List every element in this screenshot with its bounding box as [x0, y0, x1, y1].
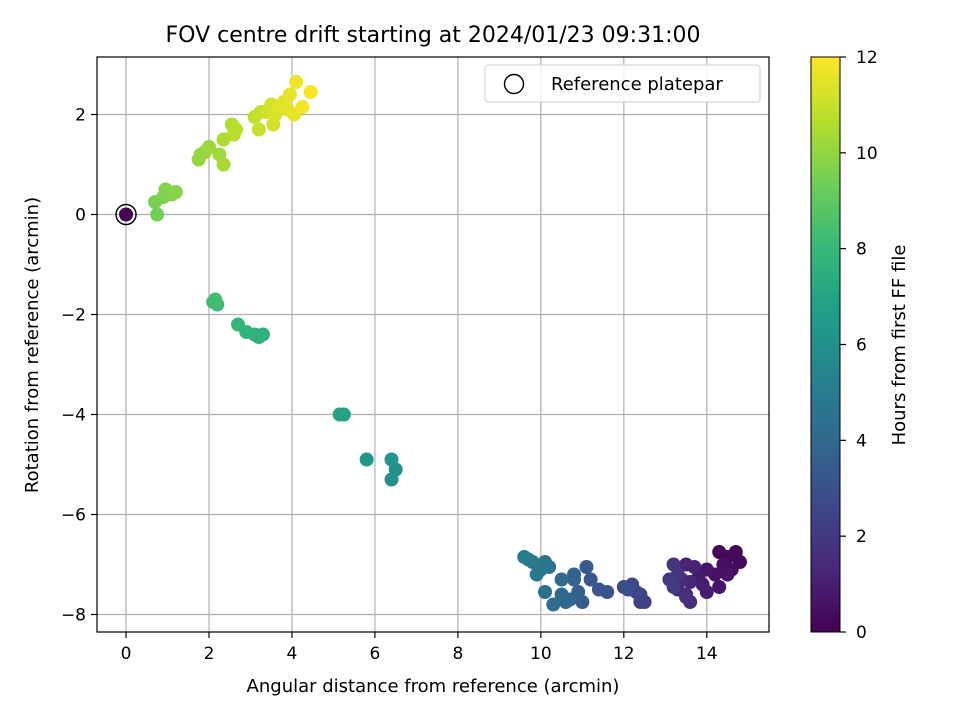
data-point — [289, 75, 304, 89]
data-point — [208, 292, 223, 307]
data-point — [712, 580, 727, 594]
data-point — [119, 207, 134, 222]
x-tick-label: 6 — [370, 644, 381, 664]
data-point — [554, 572, 569, 587]
colorbar-tick-label: 0 — [856, 623, 867, 643]
x-tick-label: 10 — [530, 644, 552, 664]
data-point — [295, 100, 310, 114]
data-point — [521, 552, 536, 567]
colorbar: 0 2 4 6 8 10 12 Hours from first FF file — [810, 48, 910, 643]
legend-marker — [503, 73, 525, 95]
x-axis-label: Angular distance from reference (arcmin) — [247, 676, 620, 697]
colorbar-tick-label: 8 — [856, 240, 867, 260]
y-tick-label: 2 — [75, 106, 86, 126]
data-point — [168, 185, 183, 199]
x-tick-label: 4 — [287, 644, 298, 664]
chart-title: FOV centre drift starting at 2024/01/23 … — [166, 23, 701, 48]
y-tick-label: −2 — [61, 306, 86, 326]
data-point — [666, 580, 681, 594]
colorbar-tick-label: 6 — [856, 336, 867, 356]
colorbar-gradient — [810, 56, 841, 633]
colorbar-ticks: 0 2 4 6 8 10 12 — [840, 48, 878, 643]
y-tick-label: −6 — [61, 506, 86, 526]
colorbar-tick-label: 10 — [856, 144, 878, 164]
x-tick-label: 2 — [204, 644, 215, 664]
data-point — [546, 597, 561, 612]
grid-lines — [97, 57, 769, 632]
x-tick-label: 12 — [613, 644, 635, 664]
data-point — [529, 567, 544, 582]
data-point — [720, 567, 735, 582]
x-tick-label: 14 — [696, 644, 718, 664]
data-point — [202, 140, 216, 154]
y-tick-label: 0 — [75, 206, 86, 226]
legend: Reference platepar — [484, 64, 761, 103]
data-point — [679, 590, 694, 604]
data-point — [150, 207, 165, 222]
data-points — [119, 75, 747, 612]
y-tick-label: −8 — [61, 606, 86, 626]
colorbar-tick-label: 4 — [856, 431, 867, 451]
data-point — [251, 122, 266, 137]
data-point — [216, 132, 231, 147]
data-point — [695, 577, 710, 592]
data-point — [384, 452, 399, 467]
data-point — [359, 452, 374, 467]
data-point — [567, 567, 582, 582]
data-point — [332, 407, 347, 422]
data-point — [591, 582, 606, 597]
y-tick-label: −4 — [61, 406, 86, 426]
y-axis-ticks: −8 −6 −4 −2 0 2 — [61, 106, 97, 626]
colorbar-tick-label: 12 — [856, 48, 878, 68]
x-axis-ticks: 0 2 4 6 8 10 12 14 — [121, 632, 718, 664]
data-point — [583, 572, 598, 587]
data-point — [216, 157, 231, 172]
data-point — [282, 87, 297, 102]
data-point — [538, 585, 552, 599]
reference-marker — [115, 203, 137, 226]
reference-platepar-marker — [115, 203, 137, 226]
colorbar-label: Hours from first FF file — [889, 245, 910, 446]
data-point — [303, 85, 318, 99]
data-point — [228, 122, 243, 137]
colorbar-tick-label: 2 — [856, 527, 867, 547]
data-point — [679, 557, 694, 572]
x-tick-label: 0 — [121, 644, 132, 664]
data-point — [579, 560, 594, 574]
legend-box — [484, 64, 761, 103]
data-point — [616, 580, 631, 594]
x-tick-label: 8 — [452, 644, 463, 664]
data-point — [231, 317, 246, 332]
plot-area: 0 2 4 6 8 10 12 14 −8 −6 −4 −2 0 2 — [61, 56, 770, 664]
y-axis-label: Rotation from reference (arcmin) — [22, 197, 43, 493]
data-point — [554, 587, 569, 602]
plot-frame — [96, 56, 770, 633]
legend-label: Reference platepar — [551, 74, 723, 95]
